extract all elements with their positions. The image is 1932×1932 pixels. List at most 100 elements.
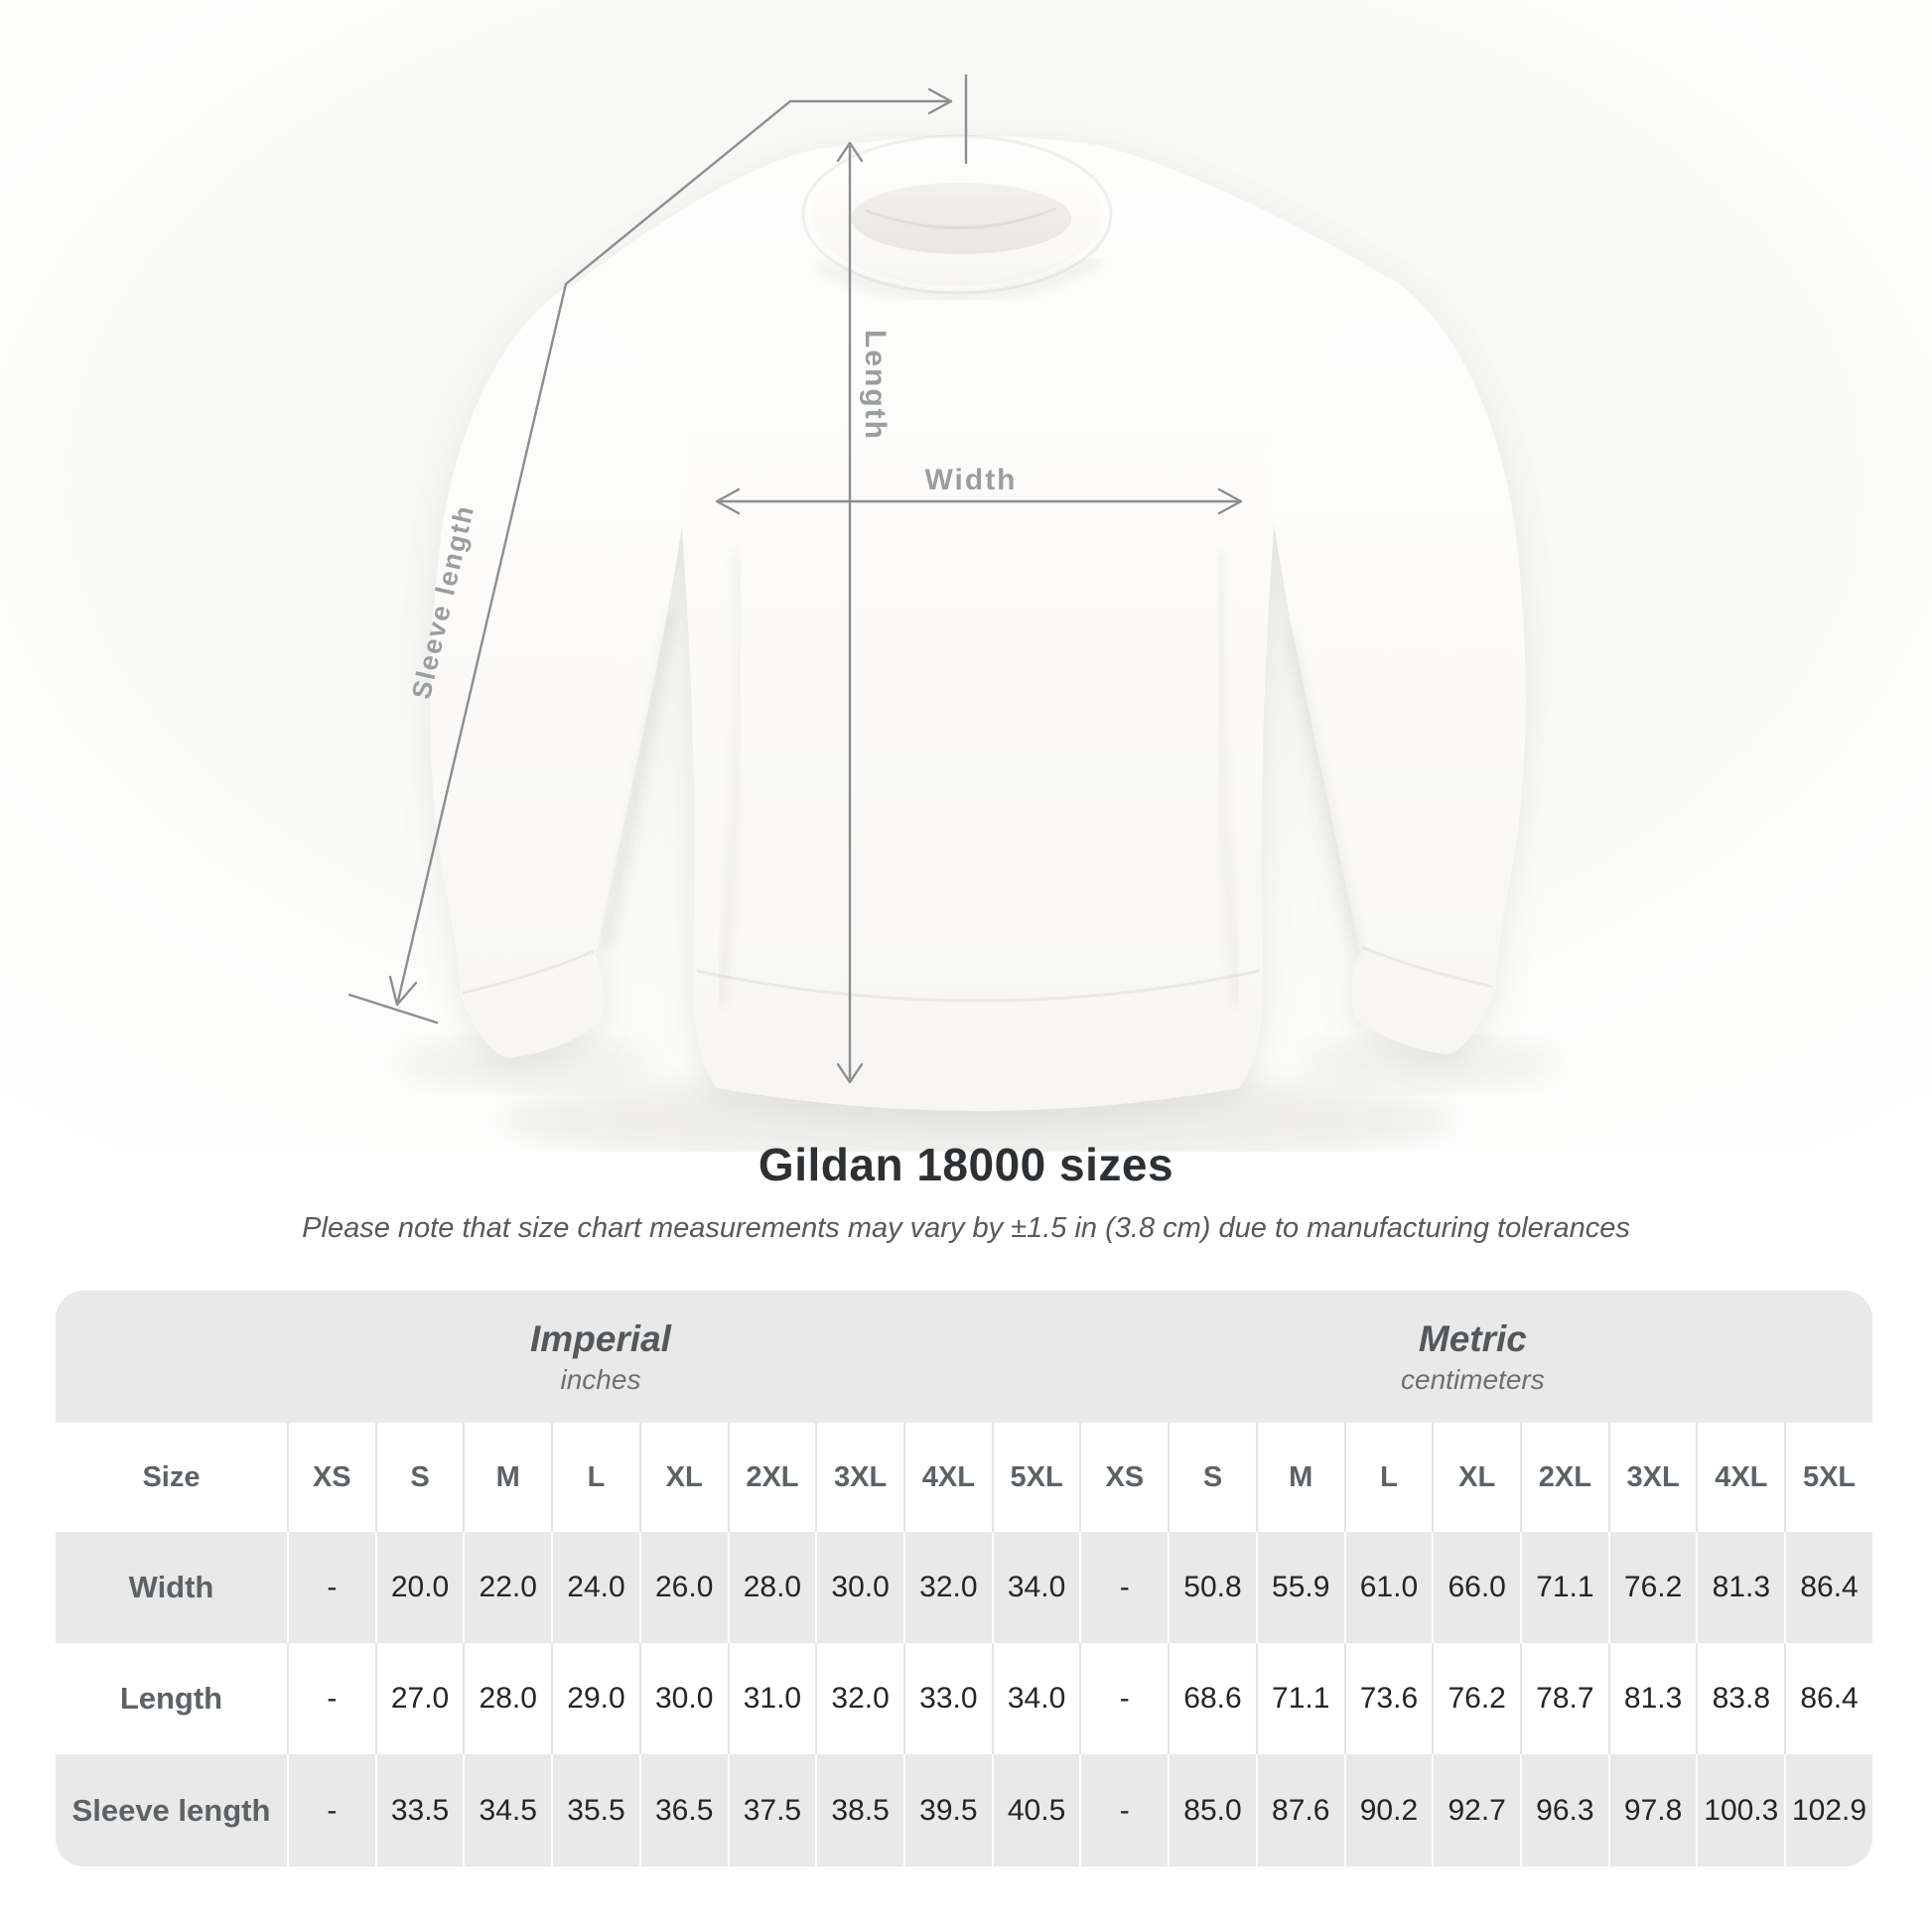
table-cell: 34.0 bbox=[991, 1643, 1080, 1754]
sweatshirt-body bbox=[568, 135, 1388, 1112]
metric-group: Metric centimeters bbox=[1082, 1291, 1863, 1423]
body-fold-right bbox=[1215, 551, 1242, 1008]
left-cuff-seam bbox=[462, 949, 595, 995]
table-cell: XL bbox=[1432, 1423, 1520, 1532]
product-photo: Length Width Sleeve length bbox=[0, 0, 1932, 1152]
table-cell: 83.8 bbox=[1696, 1643, 1784, 1754]
sweatshirt bbox=[430, 134, 1526, 1112]
table-cell: 73.6 bbox=[1343, 1643, 1433, 1754]
table-cell: 50.8 bbox=[1168, 1532, 1256, 1643]
table-cell: XS bbox=[286, 1423, 375, 1532]
table-cell: 55.9 bbox=[1255, 1532, 1344, 1643]
table-cell: XL bbox=[638, 1423, 728, 1532]
table-cell: 27.0 bbox=[374, 1643, 464, 1754]
neck-tape-seam bbox=[865, 207, 1057, 229]
cuff-shadow-right bbox=[1301, 1038, 1559, 1090]
table-cell: 3XL bbox=[815, 1423, 903, 1532]
table-cell: 31.0 bbox=[727, 1643, 816, 1754]
row-label-width: Width bbox=[56, 1532, 287, 1643]
table-cell: 86.4 bbox=[1784, 1643, 1872, 1754]
table-cell: 34.0 bbox=[991, 1532, 1080, 1643]
table-cell: S bbox=[374, 1423, 464, 1532]
table-cell: M bbox=[1255, 1423, 1344, 1532]
table-cell: - bbox=[286, 1754, 375, 1866]
table-cell: XS bbox=[1079, 1423, 1168, 1532]
table-cell: 102.9 bbox=[1784, 1754, 1872, 1866]
table-cell: - bbox=[1079, 1643, 1168, 1754]
table-cell: 90.2 bbox=[1343, 1754, 1433, 1866]
table-cell: 32.0 bbox=[815, 1643, 903, 1754]
table-cell: 92.7 bbox=[1432, 1754, 1521, 1866]
table-cell: 81.3 bbox=[1696, 1532, 1785, 1643]
table-cell: 28.0 bbox=[463, 1643, 551, 1754]
table-cell: 32.0 bbox=[902, 1532, 992, 1643]
width-arrowhead-left bbox=[715, 487, 741, 515]
table-cell: L bbox=[551, 1423, 639, 1532]
table-cell: 26.0 bbox=[638, 1532, 728, 1643]
table-cell: 66.0 bbox=[1432, 1532, 1521, 1643]
imperial-group: Imperial inches bbox=[183, 1291, 1019, 1423]
table-cell: 97.8 bbox=[1607, 1754, 1697, 1866]
table-cell: 87.6 bbox=[1255, 1754, 1344, 1866]
body-fold-left bbox=[716, 551, 744, 1008]
table-cell: 37.5 bbox=[727, 1754, 816, 1866]
imperial-group-unit: inches bbox=[560, 1363, 641, 1395]
row-label-sleeve-length: Sleeve length bbox=[56, 1754, 287, 1866]
table-cell: 40.5 bbox=[991, 1754, 1080, 1866]
table-cell: 2XL bbox=[727, 1423, 816, 1532]
length-label: Length bbox=[859, 330, 892, 441]
table-cell: 20.0 bbox=[374, 1532, 464, 1643]
size-chart-table: Imperial inches Metric centimeters Size … bbox=[56, 1291, 1872, 1866]
table-row-length: Length -27.0 28.0 29.0 30.0 31.0 32.0 33.0 34.0… bbox=[56, 1643, 1872, 1754]
table-cell: - bbox=[1079, 1754, 1169, 1866]
row-label-length: Length bbox=[119, 1681, 223, 1716]
table-cell: 5XL bbox=[991, 1423, 1080, 1532]
cuff-tick bbox=[347, 993, 439, 1025]
sweatshirt-diagram: Length Width Sleeve length bbox=[0, 0, 1932, 1152]
table-cell: 2XL bbox=[1520, 1423, 1608, 1532]
table-cell: 39.5 bbox=[902, 1754, 992, 1866]
sleeve-arrowhead-bottom bbox=[388, 975, 418, 1007]
size-column-header: Size bbox=[142, 1460, 201, 1493]
metric-group-title: Metric bbox=[1418, 1317, 1527, 1359]
sleeve-length-line bbox=[396, 99, 953, 1003]
table-cell: 33.5 bbox=[374, 1754, 464, 1866]
sweatshirt-right-sleeve bbox=[1265, 276, 1526, 1054]
table-row-sleeve-length: Sleeve length -33.5 34.5 35.5 36.5 37.5 38.5 3… bbox=[56, 1754, 1872, 1866]
table-cell: 30.0 bbox=[815, 1532, 903, 1643]
table-cell: M bbox=[463, 1423, 551, 1532]
table-cell: 35.5 bbox=[551, 1754, 639, 1866]
length-arrowhead-down bbox=[836, 1062, 864, 1084]
table-cell: 34.5 bbox=[463, 1754, 552, 1866]
table-cell: 96.3 bbox=[1520, 1754, 1608, 1866]
table-cell: 76.2 bbox=[1607, 1532, 1697, 1643]
table-cell: 100.3 bbox=[1696, 1754, 1785, 1866]
table-cell: 76.2 bbox=[1432, 1643, 1520, 1754]
table-cell: 81.3 bbox=[1607, 1643, 1697, 1754]
table-cell: 78.7 bbox=[1520, 1643, 1608, 1754]
cuff-shadow-left bbox=[397, 1038, 655, 1090]
table-cell: 22.0 bbox=[463, 1532, 552, 1643]
table-cell: 85.0 bbox=[1168, 1754, 1256, 1866]
metric-group-unit: centimeters bbox=[1401, 1363, 1545, 1395]
garment-shadow bbox=[501, 1074, 1454, 1152]
table-cell: 68.6 bbox=[1168, 1643, 1256, 1754]
width-arrowhead-right bbox=[1217, 487, 1243, 515]
imperial-group-title: Imperial bbox=[530, 1317, 671, 1359]
table-cell: 30.0 bbox=[638, 1643, 728, 1754]
table-cell: 4XL bbox=[902, 1423, 992, 1532]
sleeve-fold-right bbox=[1286, 630, 1363, 958]
table-cell: 33.0 bbox=[902, 1643, 992, 1754]
table-cell: 86.4 bbox=[1784, 1532, 1872, 1643]
width-label: Width bbox=[924, 464, 1017, 496]
under-collar-shadow bbox=[817, 255, 1101, 304]
table-cell: 61.0 bbox=[1343, 1532, 1433, 1643]
table-cell: 28.0 bbox=[727, 1532, 816, 1643]
table-cell: 71.1 bbox=[1520, 1532, 1608, 1643]
sleeve-arrowhead-top bbox=[927, 87, 953, 115]
hem-seam bbox=[696, 969, 1260, 1003]
size-header-row: Size XS S M L XL 2XL 3XL 4XL 5XL XS S M L XL 2XL 3XL 4XL… bbox=[56, 1423, 1872, 1532]
sleeve-fold-left bbox=[603, 611, 676, 948]
tolerance-note: Please note that size chart measurements… bbox=[302, 1212, 1630, 1244]
